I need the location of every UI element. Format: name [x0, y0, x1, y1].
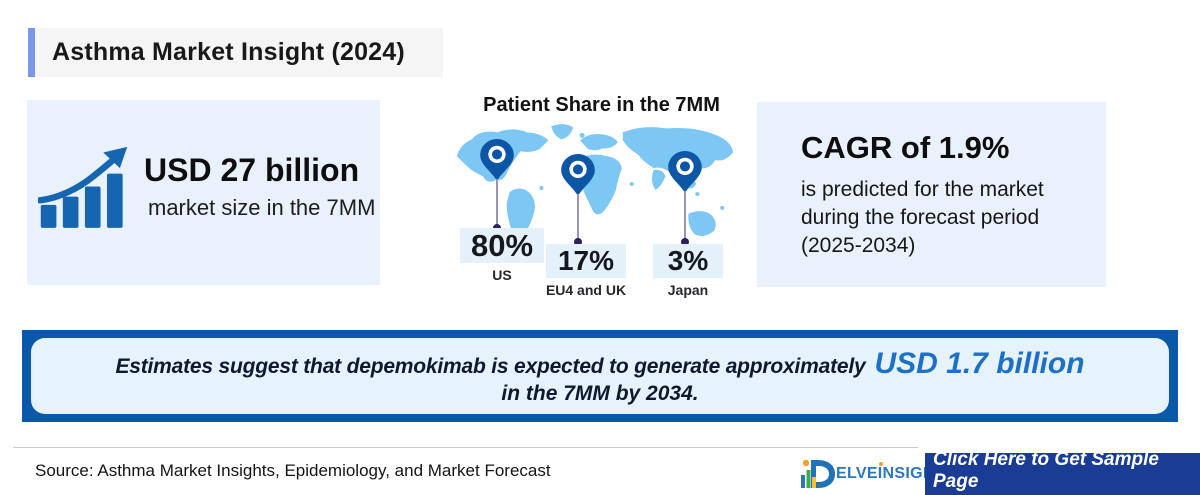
patient-share-title: Patient Share in the 7MM [483, 94, 720, 116]
market-size-label: market size in the 7MM [148, 195, 376, 220]
pin-drop-line-us [496, 179, 498, 226]
banner-highlight-value: USD 1.7 billion [874, 346, 1085, 380]
cagr-description: is predicted for the market during the f… [801, 178, 1044, 257]
banner-text-before: Estimates suggest that depemokimab is ex… [115, 354, 866, 378]
region-label-japan: Japan [667, 282, 709, 298]
share-badge-us: 80% [460, 228, 544, 263]
estimate-banner-inner: Estimates suggest that depemokimab is ex… [31, 338, 1169, 414]
sample-page-button[interactable]: Click Here to Get Sample Page [925, 449, 1200, 495]
sample-page-button-label: Click Here to Get Sample Page [925, 449, 1200, 495]
footer-divider [13, 447, 918, 448]
pin-drop-line-japan [684, 191, 686, 240]
source-text: Source: Asthma Market Insights, Epidemio… [35, 461, 551, 480]
region-label-eu: EU4 and UK [545, 282, 627, 298]
banner-text-after: in the 7MM by 2034. [501, 381, 699, 405]
logo-text: ELVEINSIGHT [836, 462, 945, 482]
cagr-value: CAGR of 1.9% [801, 130, 1010, 165]
share-badge-eu: 17% [546, 244, 626, 278]
page-title-bar: Asthma Market Insight (2024) [28, 28, 443, 77]
location-pin-icon-us [480, 139, 514, 181]
market-size-value: USD 27 billion [144, 152, 360, 188]
region-label-us: US [492, 267, 512, 283]
growth-chart-icon [38, 146, 128, 228]
location-pin-icon-japan [668, 151, 702, 193]
pin-drop-line-eu [577, 194, 579, 240]
logo-d-icon [801, 459, 835, 488]
share-badge-japan: 3% [653, 244, 723, 278]
pin-drop-dot-japan [681, 238, 689, 246]
banner-line-1: Estimates suggest that depemokimab is ex… [115, 347, 1084, 381]
pin-drop-dot-eu [574, 238, 582, 246]
location-pin-icon-eu [561, 154, 595, 196]
market-size-card: USD 27 billion market size in the 7MM [27, 100, 380, 285]
cagr-card: CAGR of 1.9% is predicted for the market… [757, 102, 1106, 287]
page-title: Asthma Market Insight (2024) [52, 38, 405, 66]
delveinsight-logo[interactable]: ELVEINSIGHT [799, 457, 945, 491]
estimate-banner: Estimates suggest that depemokimab is ex… [22, 330, 1178, 422]
